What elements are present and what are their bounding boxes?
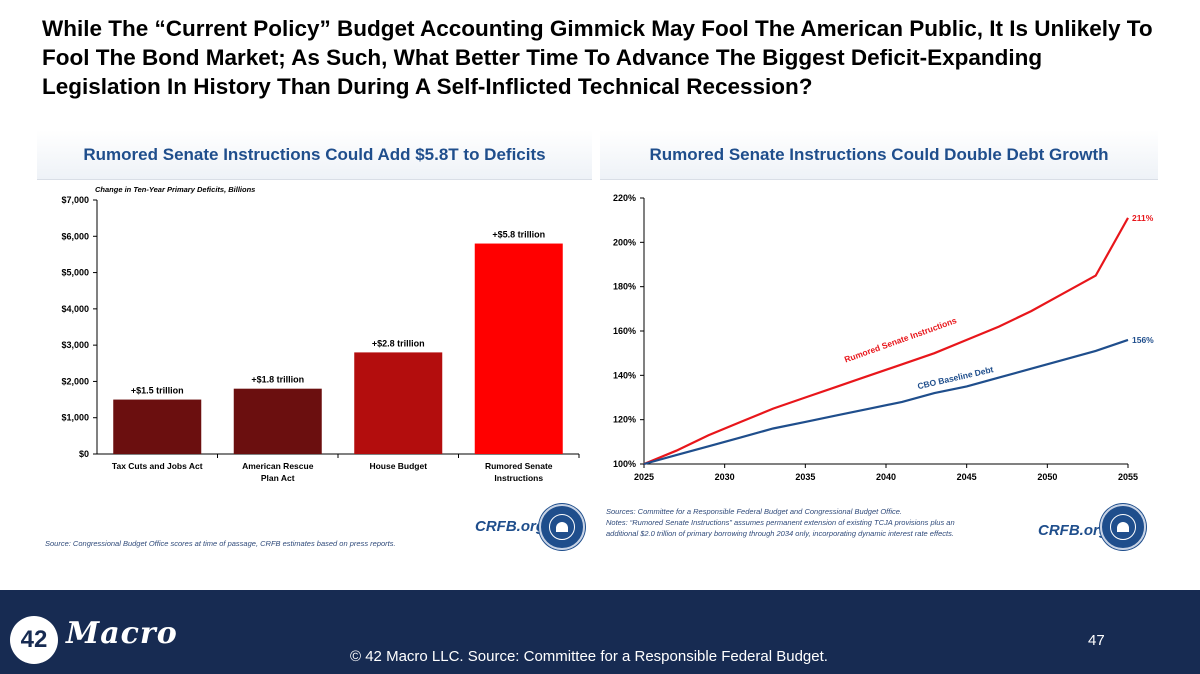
page-number: 47 [1088,632,1105,649]
series-line [643,217,1129,466]
x-tick-label: 2025 [634,472,654,482]
right-chart-header: Rumored Senate Instructions Could Double… [600,130,1158,180]
y-tick-label: 160% [613,326,636,336]
x-category-label: House Budget [369,461,427,471]
x-tick-label: 2030 [715,472,735,482]
x-tick-label: 2050 [1037,472,1057,482]
right-sources-note: Sources: Committee for a Responsible Fed… [606,507,902,516]
chart-subtitle: Change in Ten-Year Primary Deficits, Bil… [95,185,255,194]
x-tick-label: 2035 [795,472,815,482]
series-end-label: 156% [1132,335,1154,345]
y-tick-label: 120% [613,415,636,425]
y-tick-label: $5,000 [61,268,89,278]
left-source-note: Source: Congressional Budget Office scor… [45,539,396,548]
footer-bar: 42 Macro © 42 Macro LLC. Source: Committ… [0,590,1200,674]
right-crfb-brand: CRFB.org [1038,522,1108,539]
x-category-label: Instructions [494,473,543,483]
y-tick-label: $3,000 [61,340,89,350]
x-tick-label: 2045 [957,472,977,482]
right-chart-title: Rumored Senate Instructions Could Double… [649,144,1109,164]
footer-copyright: © 42 Macro LLC. Source: Committee for a … [350,648,828,665]
x-category-label: Tax Cuts and Jobs Act [112,461,203,471]
right-chart-panel: Rumored Senate Instructions Could Double… [600,130,1158,558]
slide-title: While The “Current Policy” Budget Accoun… [42,16,1153,99]
left-chart-header: Rumored Senate Instructions Could Add $5… [37,130,592,180]
logo-macro-wordmark: Macro [66,616,178,651]
y-tick-label: $1,000 [61,413,89,423]
y-tick-label: $2,000 [61,376,89,386]
left-chart-panel: Rumored Senate Instructions Could Add $5… [37,130,592,558]
y-tick-label: $7,000 [61,195,89,205]
series-label: CBO Baseline Debt [916,364,994,391]
bar-chart: Change in Ten-Year Primary Deficits, Bil… [61,185,580,483]
y-tick-label: $4,000 [61,304,89,314]
series-end-label: 211% [1132,213,1154,223]
x-category-label: Plan Act [261,473,295,483]
line-chart: 100% 120% 140% 160% 180% 200% 220% 2025 2030 2035… [613,193,1154,482]
left-crfb-brand: CRFB.org [475,518,545,535]
bar-data-label: +$2.8 trillion [372,338,425,348]
y-tick-label: $0 [79,449,89,459]
crfb-seal-icon [1100,504,1146,550]
bar-data-label: +$1.8 trillion [251,375,304,385]
y-tick-label: 140% [613,370,636,380]
bar-data-label: +$5.8 trillion [492,230,545,240]
y-tick-label: 180% [613,282,636,292]
bar [113,399,202,454]
right-notes-line-1: Notes: “Rumored Senate Instructions” ass… [606,518,955,527]
y-tick-label: $6,000 [61,231,89,241]
bar [474,243,563,454]
left-chart-title: Rumored Senate Instructions Could Add $5… [83,144,546,164]
y-tick-label: 220% [613,193,636,203]
bar [354,352,443,454]
right-notes-line-2: additional $2.0 trillion of primary borr… [606,529,954,538]
x-tick-label: 2040 [876,472,896,482]
x-category-label: American Rescue [242,461,314,471]
x-category-label: Rumored Senate [485,461,553,471]
y-tick-label: 100% [613,459,636,469]
series-line [643,338,1129,466]
bar [233,388,322,454]
crfb-seal-icon [539,504,585,550]
bar-data-label: +$1.5 trillion [131,386,184,396]
x-tick-label: 2055 [1118,472,1138,482]
y-tick-label: 200% [613,237,636,247]
series-label: Rumored Senate Instructions [843,315,958,364]
logo-42-icon: 42 [10,616,58,664]
